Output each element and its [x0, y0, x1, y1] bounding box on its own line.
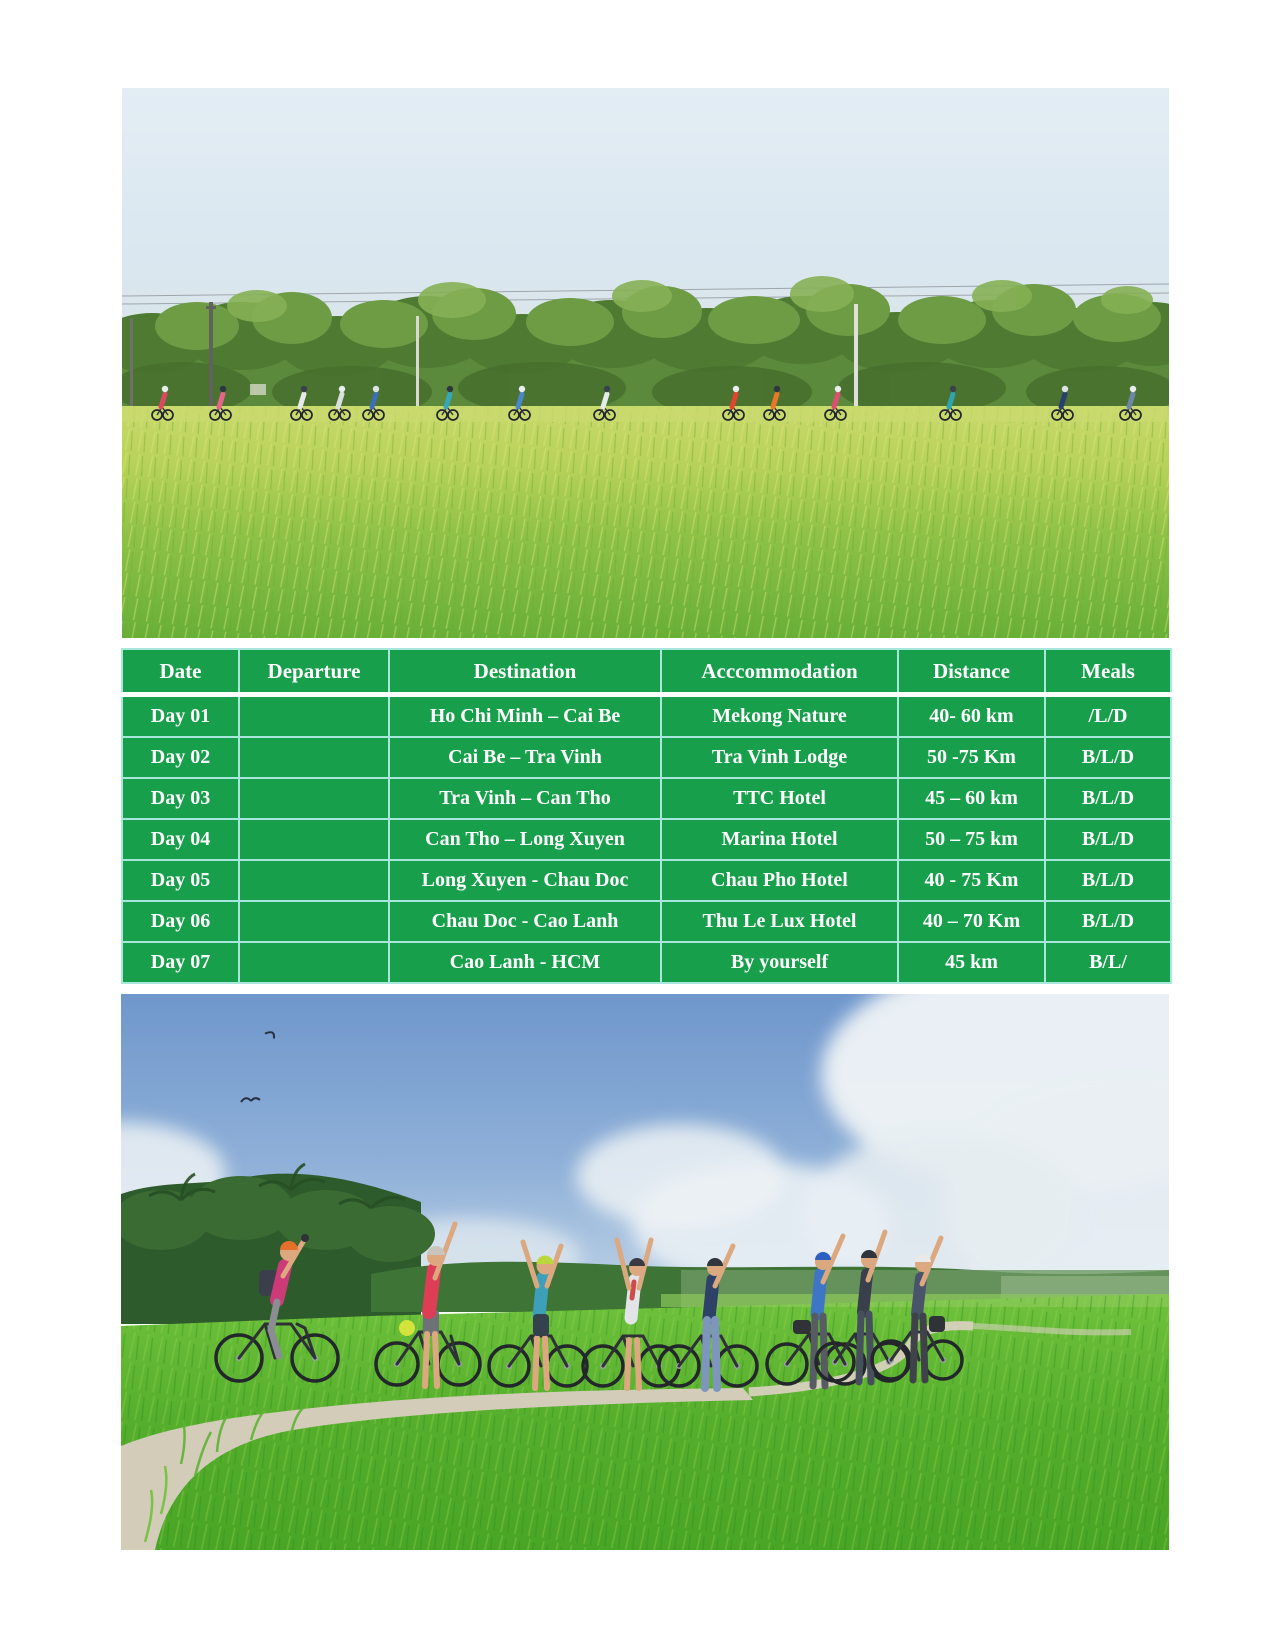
cyclist: [374, 1221, 482, 1389]
cyclist: [939, 385, 962, 421]
utility-poles: [130, 302, 858, 420]
itinerary-table-wrap: Date Departure Destination Acccommodatio…: [121, 648, 1172, 984]
cell-destination: Tra Vinh – Can Tho: [388, 777, 662, 820]
cell-departure: [238, 941, 390, 984]
cell-departure: [238, 859, 390, 902]
cell-accommodation: Thu Le Lux Hotel: [660, 900, 899, 943]
table-row: Day 07 Cao Lanh - HCM By yourself 45 km …: [121, 941, 1172, 984]
cyclist-group-riding: [151, 385, 1142, 421]
cyclist: [1051, 385, 1074, 421]
cell-destination: Can Tho – Long Xuyen: [388, 818, 662, 861]
cell-destination: Cai Be – Tra Vinh: [388, 736, 662, 779]
header-meals: Meals: [1044, 648, 1172, 697]
cell-destination: Long Xuyen - Chau Doc: [388, 859, 662, 902]
path-strip: [122, 406, 1169, 422]
cyclist: [765, 1233, 867, 1390]
table-row: Day 02 Cai Be – Tra Vinh Tra Vinh Lodge …: [121, 736, 1172, 779]
photo-cyclists-riding-rice-field: [122, 88, 1169, 638]
cell-distance: 40 - 75 Km: [897, 859, 1046, 902]
cell-meals: B/L/D: [1044, 900, 1172, 943]
table-row: Day 04 Can Tho – Long Xuyen Marina Hotel…: [121, 818, 1172, 861]
cell-departure: [238, 818, 390, 861]
cyclist: [870, 1235, 964, 1384]
cell-date: Day 06: [121, 900, 240, 943]
table-row: Day 06 Chau Doc - Cao Lanh Thu Le Lux Ho…: [121, 900, 1172, 943]
cell-accommodation: Chau Pho Hotel: [660, 859, 899, 902]
cell-distance: 40 – 70 Km: [897, 900, 1046, 943]
cyclist: [209, 385, 232, 421]
distant-building: [250, 384, 266, 395]
cyclist: [508, 385, 531, 421]
cell-departure: [238, 693, 390, 738]
cell-destination: Cao Lanh - HCM: [388, 941, 662, 984]
table-row: Day 05 Long Xuyen - Chau Doc Chau Pho Ho…: [121, 859, 1172, 902]
cell-meals: /L/D: [1044, 693, 1172, 738]
cell-date: Day 04: [121, 818, 240, 861]
table-row: Day 03 Tra Vinh – Can Tho TTC Hotel 45 –…: [121, 777, 1172, 820]
cyclist: [487, 1239, 589, 1391]
cell-date: Day 02: [121, 736, 240, 779]
cyclist: [763, 385, 786, 421]
cyclist: [328, 385, 351, 421]
cell-meals: B/L/D: [1044, 777, 1172, 820]
cell-date: Day 07: [121, 941, 240, 984]
cyclist: [290, 385, 313, 421]
cell-meals: B/L/D: [1044, 736, 1172, 779]
cell-date: Day 01: [121, 693, 240, 738]
cyclist: [593, 385, 616, 421]
cell-distance: 40- 60 km: [897, 693, 1046, 738]
cell-accommodation: TTC Hotel: [660, 777, 899, 820]
header-departure: Departure: [238, 648, 390, 697]
cyclist: [814, 1229, 910, 1386]
cell-accommodation: By yourself: [660, 941, 899, 984]
photo-cyclist-group-posing: [121, 994, 1169, 1550]
cell-accommodation: Marina Hotel: [660, 818, 899, 861]
bird-icon: [240, 1031, 276, 1103]
cyclist: [214, 1234, 340, 1383]
cyclist: [1119, 385, 1142, 421]
cell-departure: [238, 900, 390, 943]
cell-accommodation: Mekong Nature: [660, 693, 899, 738]
cell-accommodation: Tra Vinh Lodge: [660, 736, 899, 779]
cell-destination: Chau Doc - Cao Lanh: [388, 900, 662, 943]
cyclist: [824, 385, 847, 421]
cyclist: [436, 385, 459, 421]
cell-distance: 45 km: [897, 941, 1046, 984]
clouds: [121, 994, 1169, 1324]
cell-distance: 50 -75 Km: [897, 736, 1046, 779]
foreground-grass: [143, 1407, 304, 1543]
cell-departure: [238, 736, 390, 779]
header-date: Date: [121, 648, 240, 697]
palm-grove: [121, 1162, 435, 1324]
itinerary-table: Date Departure Destination Acccommodatio…: [121, 648, 1172, 984]
cell-distance: 50 – 75 km: [897, 818, 1046, 861]
cell-departure: [238, 777, 390, 820]
cell-meals: B/L/D: [1044, 859, 1172, 902]
header-destination: Destination: [388, 648, 662, 697]
cell-date: Day 03: [121, 777, 240, 820]
table-row: Day 01 Ho Chi Minh – Cai Be Mekong Natur…: [121, 693, 1172, 738]
cell-meals: B/L/: [1044, 941, 1172, 984]
cyclist: [657, 1243, 759, 1392]
cyclist: [151, 385, 174, 421]
header-distance: Distance: [897, 648, 1046, 697]
cyclist: [362, 385, 385, 421]
table-header-row: Date Departure Destination Acccommodatio…: [121, 648, 1172, 697]
cyclist-group-posing: [214, 1221, 964, 1392]
cell-distance: 45 – 60 km: [897, 777, 1046, 820]
cell-meals: B/L/D: [1044, 818, 1172, 861]
header-accommodation: Acccommodation: [660, 648, 899, 697]
cell-destination: Ho Chi Minh – Cai Be: [388, 693, 662, 738]
palm-tree-band: [122, 276, 1169, 424]
cell-date: Day 05: [121, 859, 240, 902]
cyclist: [722, 385, 745, 421]
